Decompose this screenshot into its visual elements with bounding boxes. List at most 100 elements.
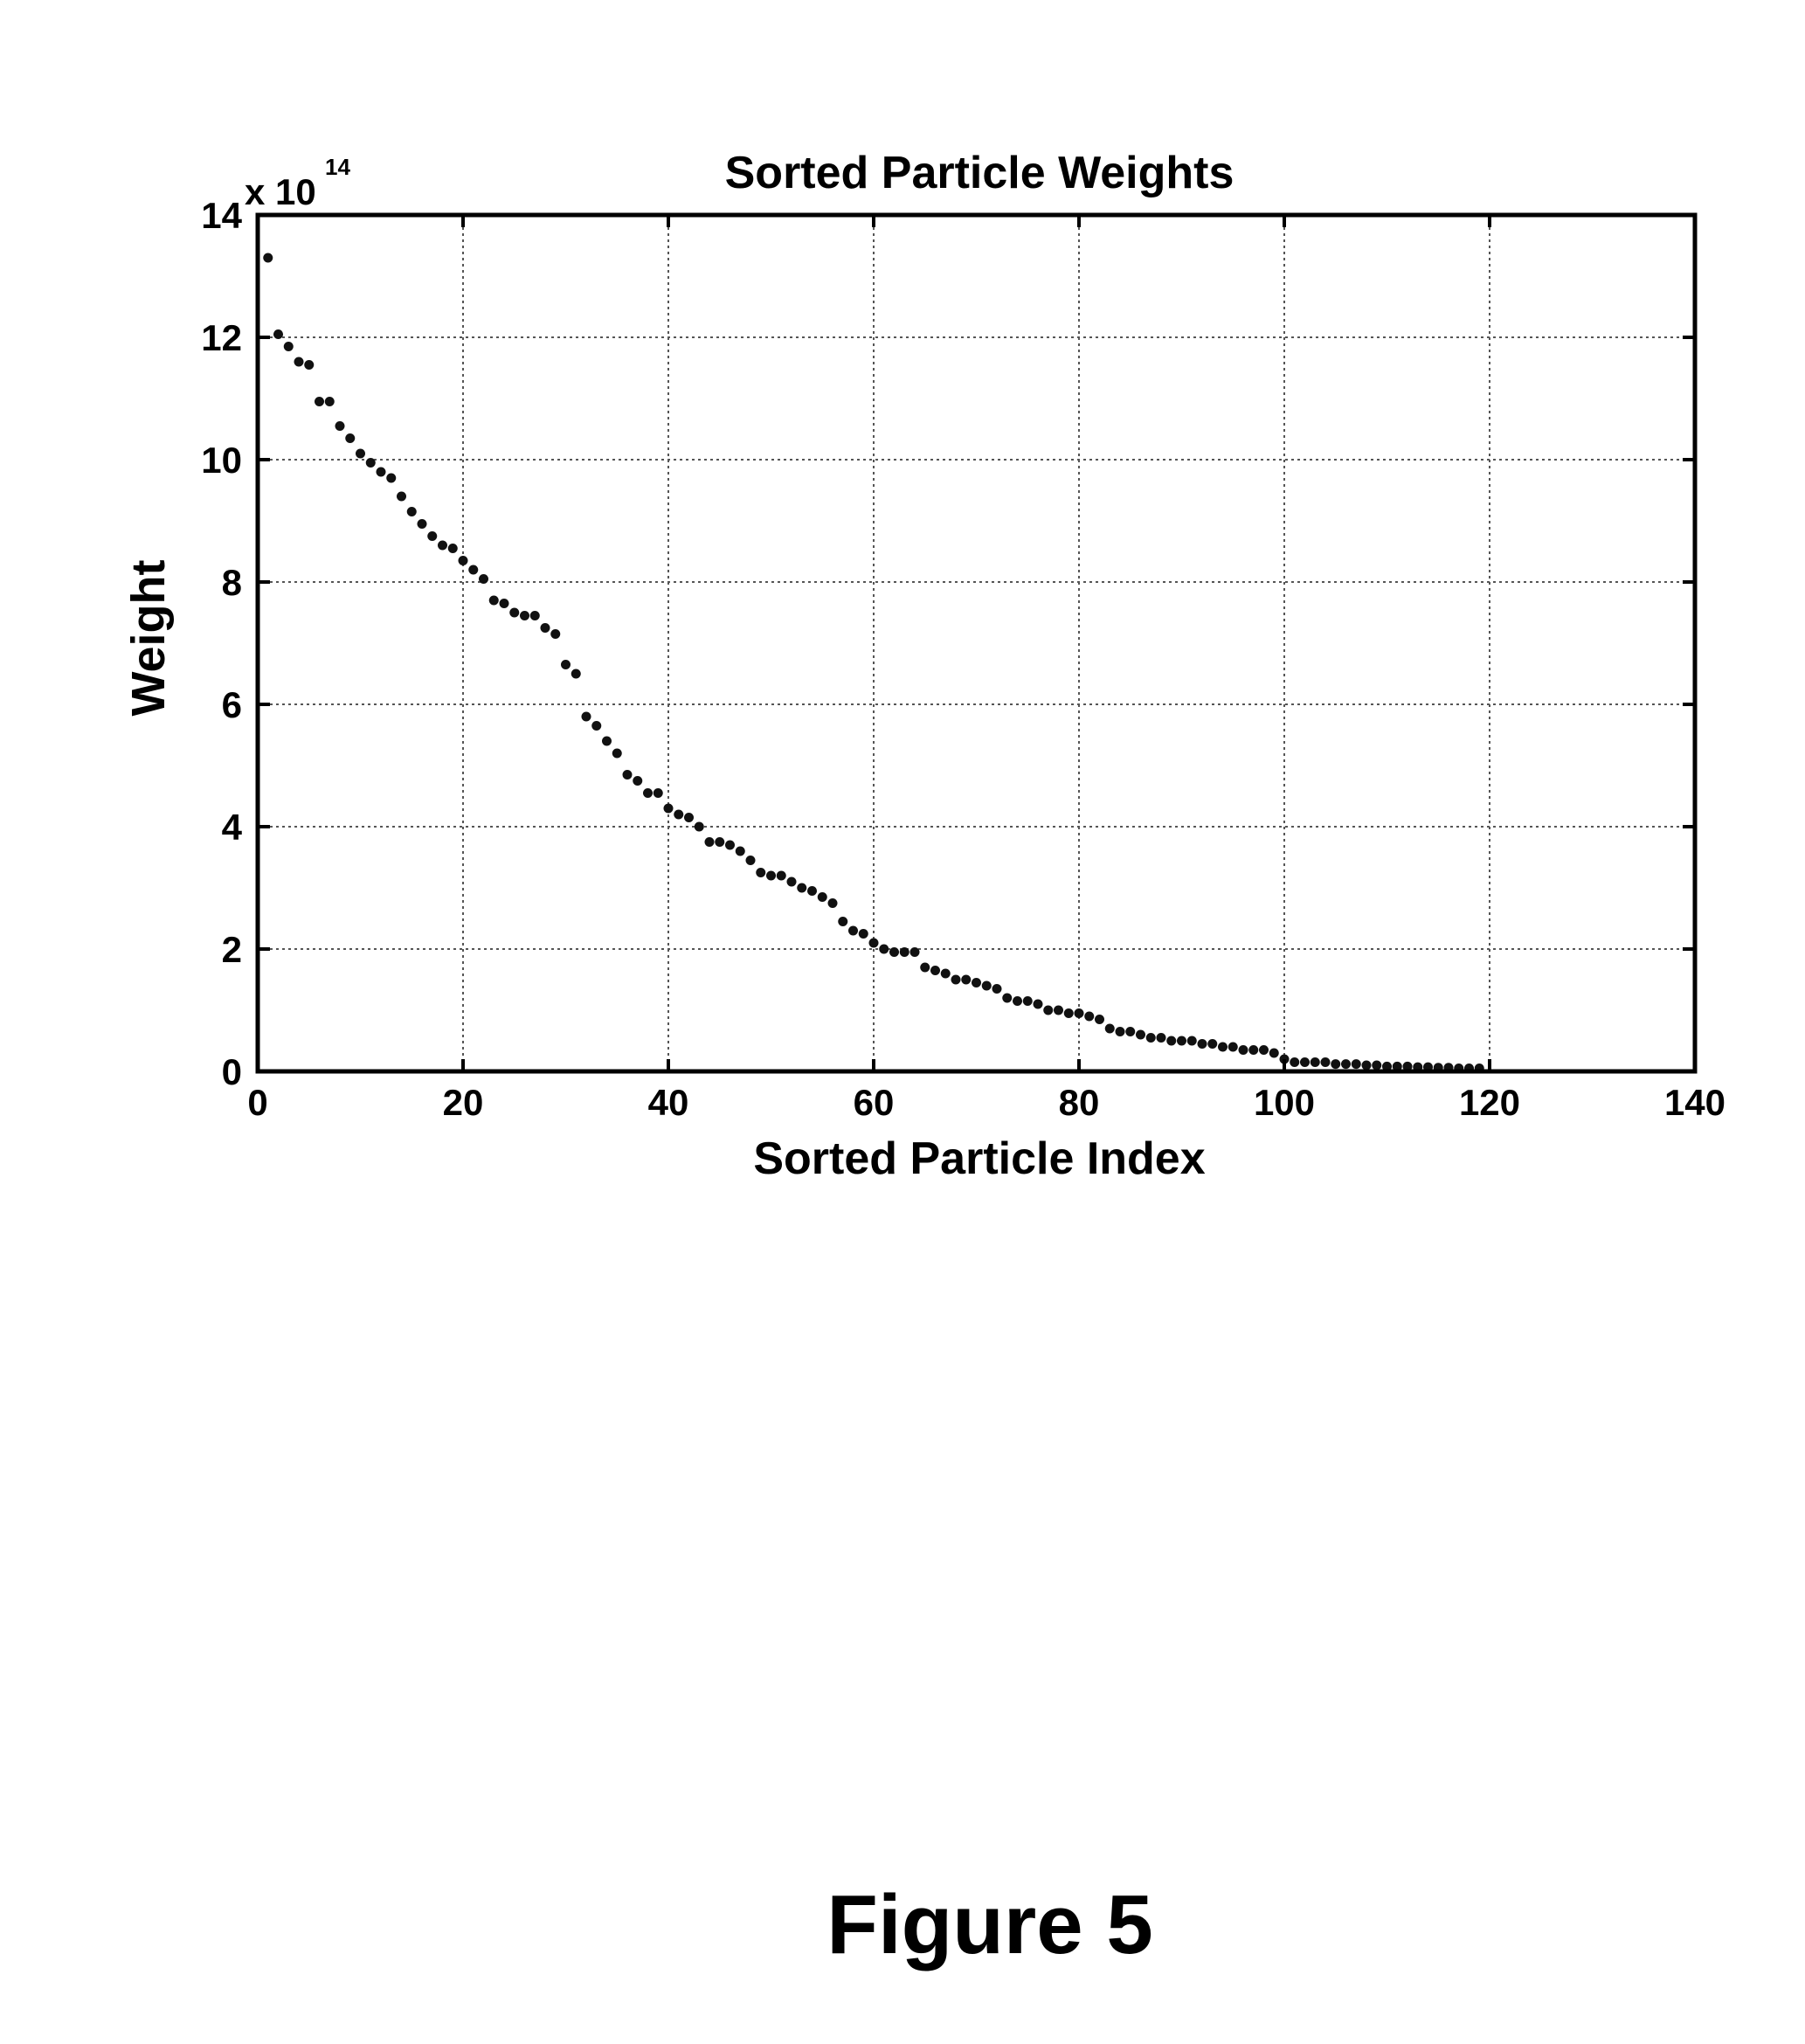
x-tick-label: 40	[648, 1082, 689, 1123]
data-point	[746, 856, 756, 865]
data-point	[335, 421, 345, 431]
data-point	[325, 397, 335, 406]
figure-caption: Figure 5	[0, 1877, 1805, 1973]
data-point	[1248, 1045, 1258, 1055]
y-multiplier: x 10 14	[245, 154, 350, 212]
grid-lines	[258, 215, 1695, 1071]
data-point	[674, 810, 683, 820]
data-point	[530, 611, 540, 620]
data-point	[459, 556, 468, 565]
data-point	[725, 841, 735, 850]
data-point	[386, 474, 396, 483]
y-multiplier-base: x 10	[245, 171, 316, 212]
data-point	[448, 544, 458, 553]
data-point	[1321, 1057, 1331, 1067]
data-point	[654, 788, 663, 798]
x-tick-label: 60	[854, 1082, 895, 1123]
data-point	[838, 917, 847, 926]
data-point	[1105, 1024, 1115, 1034]
x-tick-label: 0	[247, 1082, 267, 1123]
data-point	[930, 966, 940, 975]
data-point	[766, 871, 776, 881]
data-point	[315, 397, 324, 406]
data-point	[1198, 1039, 1207, 1049]
data-point	[807, 886, 817, 896]
data-point	[1177, 1036, 1186, 1046]
data-point	[561, 660, 571, 669]
chart-title: Sorted Particle Weights	[725, 148, 1234, 198]
x-tick-label: 80	[1059, 1082, 1100, 1123]
data-point	[1146, 1033, 1156, 1043]
data-point	[1116, 1027, 1125, 1036]
data-point	[756, 868, 765, 877]
data-point	[397, 492, 406, 502]
data-point	[859, 929, 868, 939]
data-point	[509, 608, 519, 618]
data-point	[889, 947, 899, 957]
data-point	[1084, 1012, 1094, 1022]
data-point	[1300, 1057, 1310, 1067]
data-point	[1166, 1036, 1176, 1046]
data-point	[304, 360, 314, 370]
data-point	[818, 892, 827, 902]
data-point	[1043, 1006, 1053, 1015]
data-point	[1095, 1015, 1104, 1024]
data-point	[1075, 1008, 1084, 1018]
data-point	[602, 737, 612, 746]
data-point	[961, 975, 971, 985]
plot-frame	[258, 215, 1695, 1071]
data-point	[869, 939, 879, 948]
data-point	[982, 981, 992, 991]
x-tick-label: 140	[1664, 1082, 1725, 1123]
data-point	[633, 776, 642, 786]
data-point	[468, 565, 478, 575]
y-tick-label: 2	[222, 929, 242, 970]
data-point	[541, 623, 550, 633]
data-point	[1125, 1027, 1135, 1036]
data-point	[407, 507, 417, 516]
data-point	[500, 599, 509, 608]
data-point	[1034, 1000, 1043, 1009]
axis-ticks	[258, 215, 1695, 1071]
data-point	[1157, 1033, 1166, 1043]
data-point	[705, 837, 715, 847]
data-point	[695, 822, 704, 832]
data-point	[664, 804, 674, 814]
data-point	[1290, 1057, 1299, 1067]
data-point	[777, 871, 786, 881]
x-axis-label: Sorted Particle Index	[753, 1133, 1205, 1184]
y-tick-label: 10	[201, 440, 242, 481]
data-point	[571, 669, 581, 679]
data-point	[1064, 1008, 1074, 1018]
data-point	[345, 433, 355, 443]
y-tick-label: 8	[222, 562, 242, 603]
data-point	[941, 969, 951, 979]
data-point	[1228, 1043, 1238, 1052]
data-point	[951, 975, 961, 985]
data-point	[1331, 1059, 1340, 1069]
data-point	[377, 468, 386, 477]
data-point	[1207, 1039, 1217, 1049]
data-point	[1239, 1045, 1248, 1055]
data-point	[263, 253, 273, 263]
y-tick-label: 0	[222, 1051, 242, 1092]
data-point	[992, 984, 1002, 994]
data-point	[1136, 1030, 1145, 1040]
x-tick-label: 100	[1254, 1082, 1315, 1123]
data-point	[582, 712, 591, 722]
data-point	[684, 813, 694, 822]
data-point	[1372, 1061, 1381, 1071]
data-point	[910, 947, 920, 957]
data-point	[736, 847, 745, 856]
axis-tick-labels: 02040608010012014002468101214	[201, 195, 1725, 1123]
data-point	[1352, 1059, 1361, 1069]
y-tick-label: 12	[201, 317, 242, 358]
data-point	[294, 357, 304, 367]
data-point	[848, 926, 858, 936]
data-point	[1187, 1036, 1197, 1046]
data-point	[715, 837, 724, 847]
data-point	[1362, 1061, 1372, 1071]
data-point	[1013, 996, 1022, 1006]
data-point	[427, 531, 437, 541]
y-axis-label: Weight	[122, 559, 175, 716]
